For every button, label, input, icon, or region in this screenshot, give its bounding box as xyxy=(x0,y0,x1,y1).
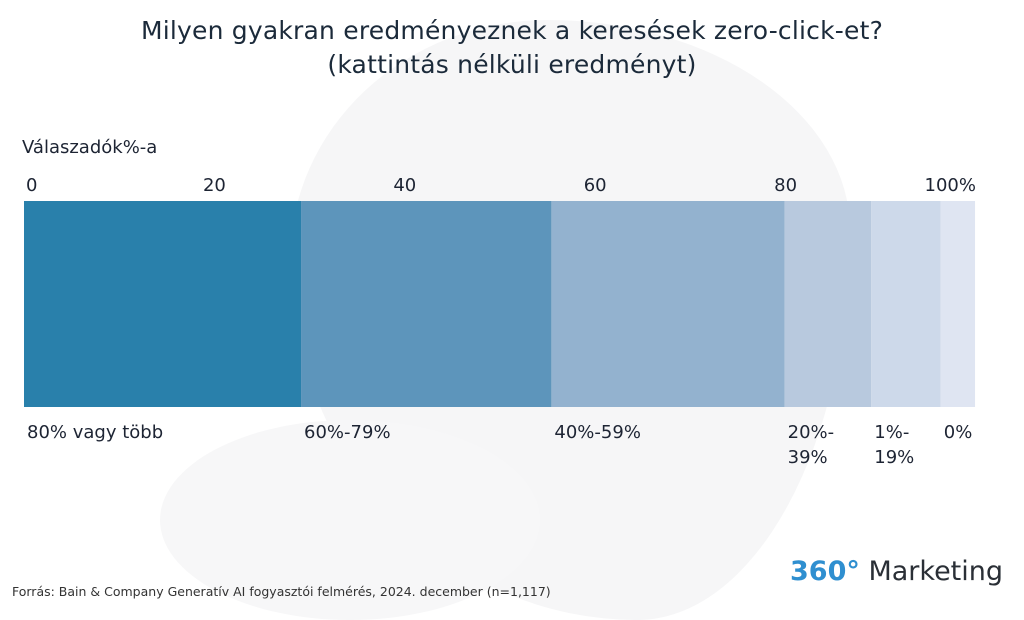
x-tick-label: 0 xyxy=(26,175,37,196)
y-axis-label: Válaszadók%-a xyxy=(22,137,158,158)
brand-logo-word: Marketing xyxy=(859,556,1004,587)
x-tick-label: 80 xyxy=(774,175,797,196)
segment-label-line: 40%-59% xyxy=(554,422,641,443)
x-tick-label: 20 xyxy=(203,175,226,196)
segment-label: 40%-59% xyxy=(554,422,641,443)
segment-labels: 80% vagy több 60%-79% 40%-59% 20%-39%1%-19%… xyxy=(27,422,972,468)
chart-title-line-1: Milyen gyakran eredményeznek a keresések… xyxy=(140,16,884,45)
bar-segment xyxy=(784,201,872,407)
segment-label-line: 80% vagy több xyxy=(27,422,163,443)
segment-label: 0% xyxy=(944,422,973,443)
segment-label-line: 1%- xyxy=(874,422,909,443)
bar-segment xyxy=(301,201,552,407)
x-tick-label: 40 xyxy=(393,175,416,196)
x-axis-ticks: 0 20 40 60 80 100% xyxy=(26,175,976,196)
segment-label: 1%-19% xyxy=(874,422,914,468)
bar-segments xyxy=(24,201,976,407)
source-note: Forrás: Bain & Company Generatív AI fogy… xyxy=(12,584,551,599)
segment-label-line: 39% xyxy=(788,447,828,468)
segment-label-line: 19% xyxy=(874,447,914,468)
brand-logo-number: 360° xyxy=(790,556,860,587)
brand-logo: 360° Marketing xyxy=(790,556,1003,587)
chart-title-line-2: (kattintás nélküli eredményt) xyxy=(327,50,697,79)
segment-label: 80% vagy több xyxy=(27,422,163,443)
segment-label-line: 20%- xyxy=(788,422,835,443)
x-tick-label: 100% xyxy=(925,175,976,196)
bar-segment xyxy=(24,201,302,407)
segment-label-line: 60%-79% xyxy=(304,422,391,443)
background-shape-secondary xyxy=(160,420,540,620)
segment-label: 60%-79% xyxy=(304,422,391,443)
segment-label: 20%- 39% xyxy=(788,422,835,468)
chart-title: Milyen gyakran eredményeznek a keresések… xyxy=(0,14,1024,82)
bar-segment xyxy=(940,201,976,407)
bar-segment xyxy=(871,201,941,407)
x-tick-label: 60 xyxy=(584,175,607,196)
bar-segment xyxy=(551,201,785,407)
segment-label-line: 0% xyxy=(944,422,973,443)
